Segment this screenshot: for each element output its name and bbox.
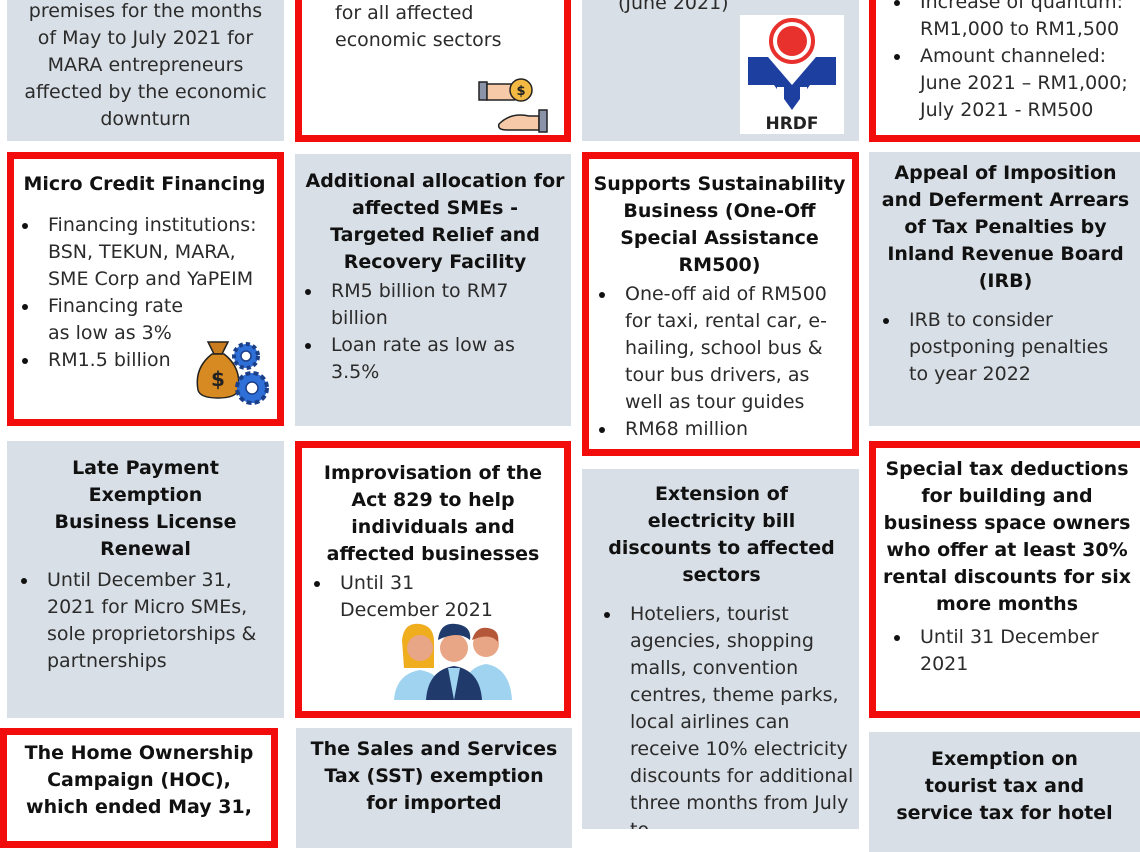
- card-quantum: Increase of quantum: RM1,000 to RM1,500 …: [869, 0, 1140, 142]
- card-title: Improvisation of the Act 829 to help ind…: [323, 462, 543, 565]
- card-title: Special tax deductions for building and …: [883, 458, 1131, 615]
- card-title: Micro Credit Financing: [23, 173, 266, 195]
- svg-text:$: $: [516, 84, 525, 99]
- card-irb-penalties: Appeal of Imposition and Deferment Arrea…: [869, 152, 1140, 426]
- bullet-list: Until December 31, 2021 for Micro SMEs, …: [13, 567, 278, 675]
- hrdf-logo: HRDF: [740, 15, 844, 134]
- card-title: The Sales and Services Tax (SST) exempti…: [310, 738, 558, 814]
- card-title: The Home Ownership Campaign (HOC), which…: [24, 742, 254, 818]
- bullet-list: One-off aid of RM500 for taxi, rental ca…: [593, 281, 846, 443]
- card-targeted-relief: Additional allocation for affected SMEs …: [295, 154, 571, 426]
- card-affected-sectors: for all affected economic sectors $: [295, 0, 571, 142]
- card-electricity-discount: Extension of electricity bill discounts …: [582, 469, 859, 829]
- card-mara-premises: premises for the months of May to July 2…: [7, 0, 284, 141]
- card-body: for all affected economic sectors: [335, 2, 502, 51]
- card-title: Late Payment Exemption Business License …: [54, 457, 237, 560]
- card-hrdf: (June 2021) HRDF: [582, 0, 859, 141]
- card-home-ownership-campaign: The Home Ownership Campaign (HOC), which…: [0, 728, 278, 848]
- card-tourist-tax-exemption: Exemption on tourist tax and service tax…: [869, 732, 1140, 852]
- card-micro-credit: Micro Credit Financing Financing institu…: [7, 152, 284, 426]
- bullet-list: Financing institutions: BSN, TEKUN, MARA…: [22, 212, 267, 374]
- bullet-list: Until 31 December 2021: [310, 570, 556, 624]
- bullet-list: Hoteliers, tourist agencies, shopping ma…: [588, 601, 855, 829]
- people-group-icon: [394, 623, 512, 700]
- card-late-payment: Late Payment Exemption Business License …: [7, 441, 284, 718]
- card-title: Supports Sustainability Business (One-Of…: [593, 173, 846, 276]
- bullet-list: Until 31 December 2021: [882, 624, 1132, 678]
- bullet-list: Increase of quantum: RM1,000 to RM1,500 …: [892, 0, 1140, 124]
- card-sst-exemption: The Sales and Services Tax (SST) exempti…: [296, 728, 572, 848]
- money-bag-gears-icon: $: [196, 341, 269, 405]
- bullet-list: RM5 billion to RM7 billion Loan rate as …: [303, 278, 567, 386]
- card-act-829: Improvisation of the Act 829 to help ind…: [295, 441, 571, 718]
- card-title: Additional allocation for affected SMEs …: [305, 170, 565, 273]
- svg-text:$: $: [211, 367, 225, 391]
- card-rental-tax-deduction: Special tax deductions for building and …: [869, 441, 1140, 718]
- card-title: Appeal of Imposition and Deferment Arrea…: [881, 162, 1130, 292]
- hrdf-logo-icon: HRDF: [748, 18, 836, 134]
- card-sustainability-business: Supports Sustainability Business (One-Of…: [582, 152, 859, 456]
- hand-coin-icon: $: [478, 78, 548, 133]
- bullet-list: IRB to consider postponing penalties to …: [873, 307, 1138, 388]
- card-body: premises for the months of May to July 2…: [24, 0, 267, 130]
- svg-text:HRDF: HRDF: [765, 114, 818, 134]
- card-title: Extension of electricity bill discounts …: [608, 483, 835, 586]
